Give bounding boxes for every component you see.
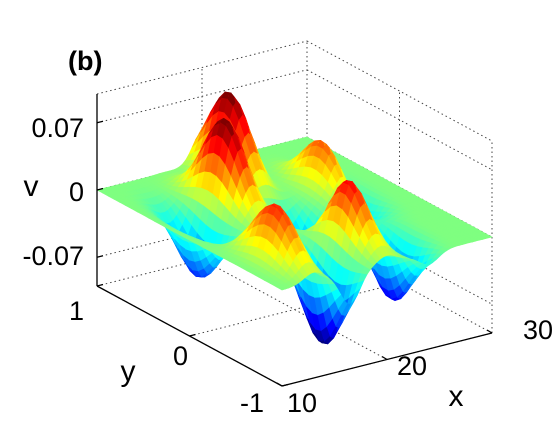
y-tick-label-2: 1 xyxy=(69,296,84,326)
x-tick-label-2: 30 xyxy=(523,315,553,345)
z-grid-line xyxy=(96,69,308,124)
y-tick-label-0: -1 xyxy=(240,388,264,418)
back-top-edge xyxy=(96,40,308,95)
z-tick xyxy=(96,120,104,124)
x-tick-label-0: 10 xyxy=(287,388,317,418)
z-tick-label-2: -0.07 xyxy=(22,241,84,271)
z-tick xyxy=(96,255,104,258)
y-tick xyxy=(189,333,196,337)
y-tick xyxy=(281,383,289,387)
z-axis-label: v xyxy=(24,170,39,203)
y-tick xyxy=(96,283,104,287)
x-tick xyxy=(276,382,283,387)
panel-label: (b) xyxy=(68,46,102,76)
surface xyxy=(96,91,493,345)
x-tick xyxy=(486,329,493,334)
axes-frame xyxy=(96,94,493,387)
y-tick-label-1: 0 xyxy=(173,341,188,371)
y-axis-label: y xyxy=(121,355,136,388)
y-floor-grid-line xyxy=(189,282,400,337)
side-top-edge xyxy=(306,40,493,142)
x-tick xyxy=(381,355,388,361)
z-tick xyxy=(96,187,104,191)
x-tick-label-1: 20 xyxy=(397,351,427,381)
z-tick-label-1: 0 xyxy=(69,177,84,207)
x-axis-label: x xyxy=(449,380,464,413)
surface-patch xyxy=(482,233,493,239)
z-tick-label-0: 0.07 xyxy=(31,113,84,143)
